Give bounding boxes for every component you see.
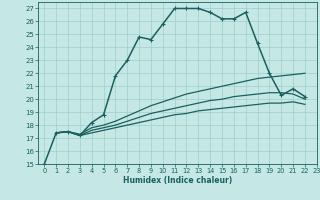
X-axis label: Humidex (Indice chaleur): Humidex (Indice chaleur): [123, 176, 232, 185]
